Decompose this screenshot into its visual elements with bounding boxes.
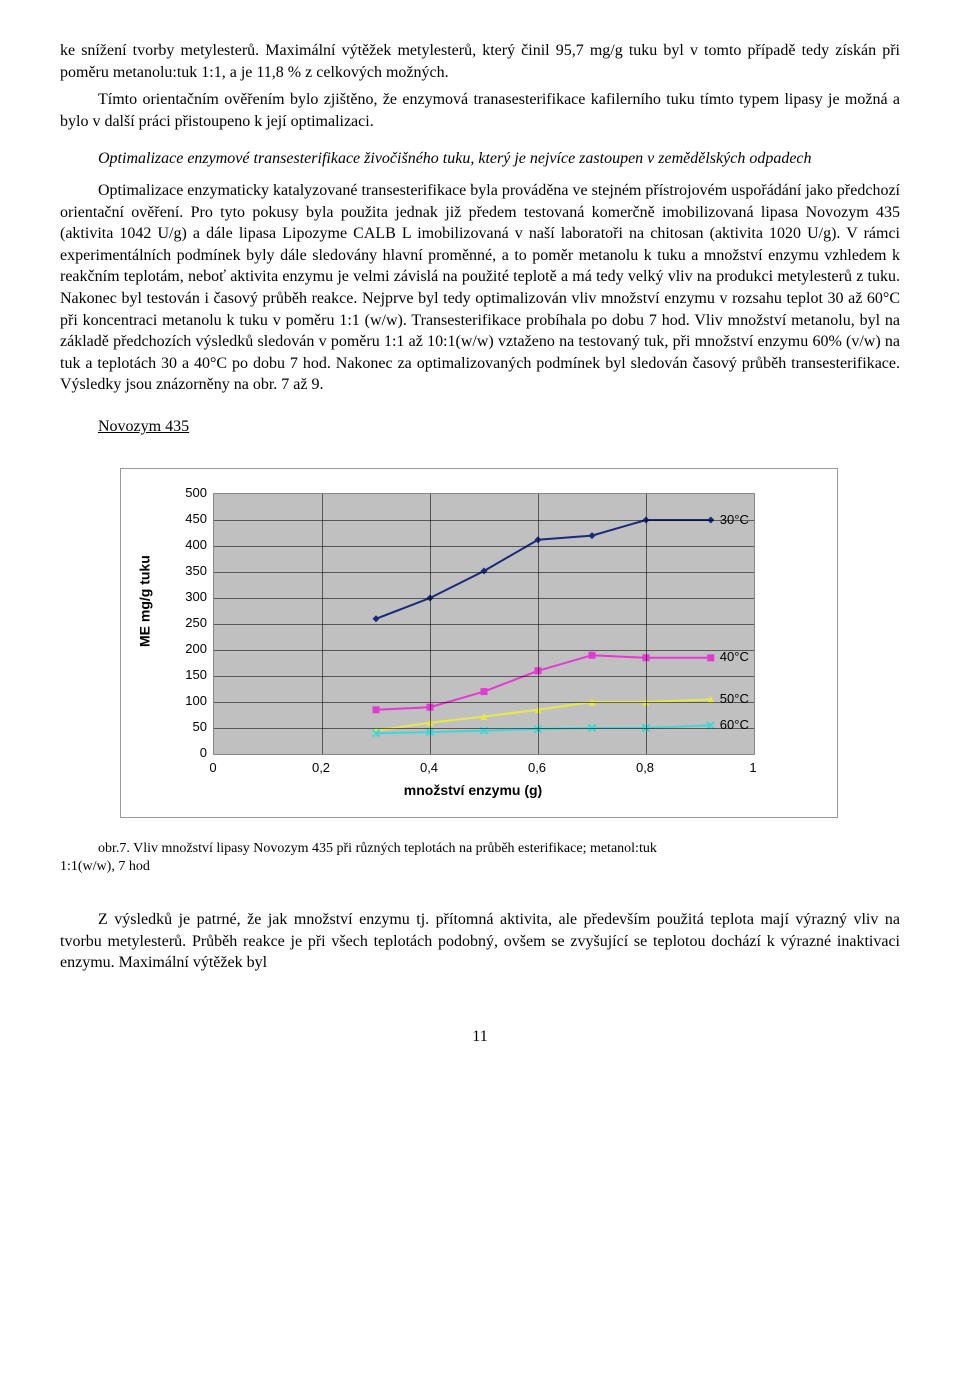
y-tick: 200: [157, 640, 207, 658]
x-tick: 0,2: [312, 759, 330, 777]
figure-caption: obr.7. Vliv množství lipasy Novozym 435 …: [60, 840, 900, 878]
plot-area: [213, 493, 755, 755]
x-tick: 0: [209, 759, 216, 777]
y-tick: 150: [157, 666, 207, 684]
y-tick: 0: [157, 744, 207, 762]
legend-label: 50°C: [720, 690, 749, 708]
x-axis-label: množství enzymu (g): [143, 781, 803, 800]
y-tick: 100: [157, 692, 207, 710]
x-tick: 0,4: [420, 759, 438, 777]
subheading-italic: Optimalizace enzymové transesterifikace …: [60, 148, 900, 170]
x-tick: 1: [749, 759, 756, 777]
chart-heading: Novozym 435: [98, 416, 189, 438]
y-tick: 350: [157, 562, 207, 580]
page-number: 11: [60, 1026, 900, 1048]
paragraph-4: Optimalizace enzymaticky katalyzované tr…: [60, 180, 900, 396]
legend-label: 30°C: [720, 511, 749, 529]
y-tick: 300: [157, 588, 207, 606]
y-tick: 250: [157, 614, 207, 632]
paragraph-5: Z výsledků je patrné, že jak množství en…: [60, 909, 900, 974]
legend-label: 40°C: [720, 648, 749, 666]
caption-line-2: 1:1(w/w), 7 hod: [60, 859, 150, 874]
y-axis-label: ME mg/g tuku: [136, 555, 155, 647]
y-tick: 450: [157, 510, 207, 528]
y-tick: 50: [157, 718, 207, 736]
legend-label: 60°C: [720, 716, 749, 734]
paragraph-2: Tímto orientačním ověřením bylo zjištěno…: [60, 89, 900, 132]
paragraph-1: ke snížení tvorby metylesterů. Maximální…: [60, 40, 900, 83]
x-tick: 0,6: [528, 759, 546, 777]
chart-container: ME mg/g tuku množství enzymu (g) 0 50 100 1…: [120, 468, 838, 818]
x-tick: 0,8: [636, 759, 654, 777]
y-tick: 400: [157, 536, 207, 554]
y-tick: 500: [157, 484, 207, 502]
caption-line-1: obr.7. Vliv množství lipasy Novozym 435 …: [60, 840, 900, 859]
chart-inner: ME mg/g tuku množství enzymu (g) 0501001…: [143, 487, 803, 807]
